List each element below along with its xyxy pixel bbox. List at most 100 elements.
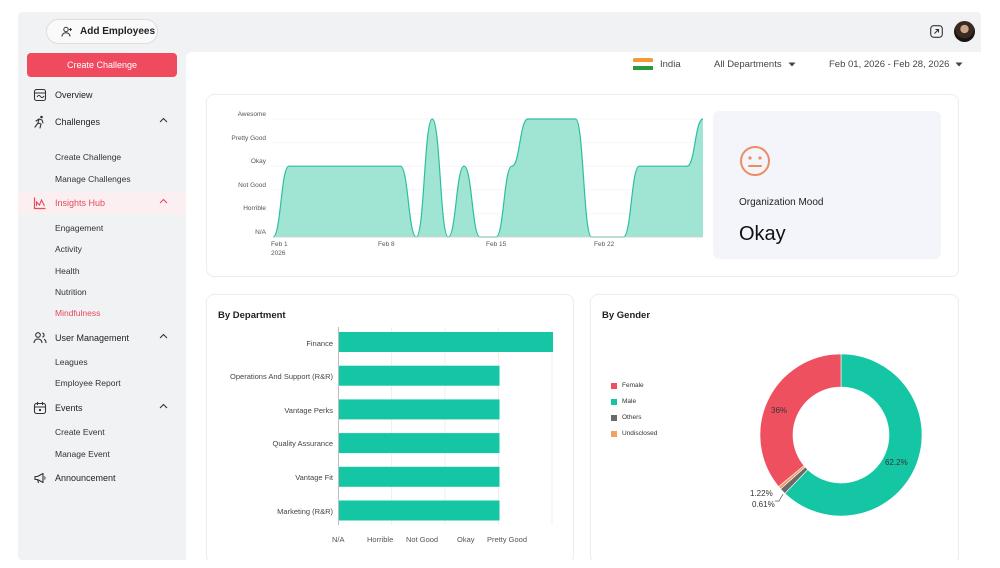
department-row-label: Marketing (R&R) bbox=[277, 507, 333, 516]
department-labels: Finance Operations And Support (R&R) Van… bbox=[207, 295, 333, 555]
sidebar-item-label: Overview bbox=[55, 90, 93, 100]
legend-swatch bbox=[611, 430, 617, 437]
x-tick-label: Feb 8 bbox=[378, 241, 395, 248]
chevron-up-icon[interactable] bbox=[159, 198, 168, 204]
y-tick-label: Pretty Good bbox=[231, 135, 266, 142]
male-percent-label: 62.2% bbox=[885, 458, 908, 467]
sidebar-item-label: Challenges bbox=[55, 117, 101, 127]
users-icon bbox=[33, 332, 47, 344]
chevron-up-icon[interactable] bbox=[159, 117, 168, 123]
app-window: Add Employees Create Challenge Overview … bbox=[18, 12, 981, 560]
department-card: By Department Finance Operations And Sup… bbox=[206, 294, 574, 560]
sidebar-sub-nutrition[interactable]: Nutrition bbox=[55, 287, 87, 297]
sidebar-item-label: Announcement bbox=[55, 473, 116, 483]
x-tick-label: N/A bbox=[332, 535, 345, 544]
sidebar-sub-mindfulness[interactable]: Mindfulness bbox=[55, 308, 101, 318]
x-tick-label: Feb 15 bbox=[486, 241, 507, 248]
gender-donut-chart bbox=[759, 353, 923, 517]
legend-label: Others bbox=[622, 414, 642, 421]
date-range-filter[interactable]: Feb 01, 2026 - Feb 28, 2026 bbox=[829, 56, 963, 72]
chart-icon bbox=[33, 197, 46, 210]
caret-down-icon bbox=[788, 62, 796, 66]
top-bar: Add Employees bbox=[18, 12, 981, 52]
y-tick-label: N/A bbox=[255, 229, 266, 236]
legend-label: Male bbox=[622, 398, 637, 405]
legend-label: Female bbox=[622, 382, 644, 389]
sidebar-item-label: Insights Hub bbox=[55, 198, 106, 208]
sidebar-item-events[interactable]: Events bbox=[18, 397, 186, 419]
organization-mood-panel: Organization Mood Okay bbox=[713, 111, 941, 259]
x-tick-label: Feb 22 bbox=[594, 241, 615, 248]
gender-card: By Gender Female Male Others Undisclosed… bbox=[590, 294, 959, 560]
create-challenge-button[interactable]: Create Challenge bbox=[27, 53, 177, 77]
department-bar bbox=[339, 399, 500, 420]
legend-item-others[interactable]: Others bbox=[611, 414, 642, 421]
sidebar-sub-create-event[interactable]: Create Event bbox=[55, 427, 105, 437]
country-label: India bbox=[660, 58, 681, 70]
legend-item-undisclosed[interactable]: Undisclosed bbox=[611, 430, 657, 437]
chevron-up-icon[interactable] bbox=[159, 403, 168, 409]
department-row-label: Vantage Perks bbox=[284, 406, 333, 415]
gender-title: By Gender bbox=[602, 310, 651, 321]
sidebar-sub-activity[interactable]: Activity bbox=[55, 244, 82, 254]
department-bar bbox=[339, 433, 500, 454]
legend-swatch bbox=[611, 398, 617, 405]
legend-item-male[interactable]: Male bbox=[611, 398, 636, 405]
sidebar-item-label: Events bbox=[55, 403, 83, 413]
donut-slice-male bbox=[784, 353, 923, 517]
external-link-icon[interactable] bbox=[930, 25, 943, 38]
leader-line bbox=[775, 493, 784, 502]
sidebar-sub-manage-event[interactable]: Manage Event bbox=[55, 449, 110, 459]
sidebar-item-challenges[interactable]: Challenges bbox=[18, 111, 186, 133]
neutral-face-icon bbox=[740, 146, 770, 176]
x-tick-label: Feb 1 bbox=[271, 241, 288, 248]
legend-label: Undisclosed bbox=[622, 430, 658, 437]
mood-area-chart bbox=[273, 118, 703, 238]
sidebar-sub-leagues[interactable]: Leagues bbox=[55, 357, 88, 367]
sidebar-item-user-management[interactable]: User Management bbox=[18, 327, 186, 349]
department-bar-chart bbox=[338, 327, 553, 525]
sidebar-item-insights-hub[interactable]: Insights Hub bbox=[18, 192, 186, 214]
department-row-label: Finance bbox=[306, 339, 333, 348]
sidebar-sub-manage-challenges[interactable]: Manage Challenges bbox=[55, 174, 131, 184]
country-filter[interactable]: India bbox=[633, 56, 681, 72]
main-content: India All Departments Feb 01, 2026 - Feb… bbox=[186, 52, 981, 560]
calendar-icon bbox=[33, 402, 47, 415]
donut-slice-female bbox=[759, 353, 842, 488]
megaphone-icon bbox=[34, 472, 46, 484]
overview-icon bbox=[33, 88, 47, 102]
add-employees-label: Add Employees bbox=[80, 26, 156, 37]
legend-swatch bbox=[611, 382, 617, 389]
add-employees-button[interactable]: Add Employees bbox=[46, 19, 158, 44]
sidebar-sub-create-challenge[interactable]: Create Challenge bbox=[55, 152, 122, 162]
female-percent-label: 36% bbox=[771, 406, 788, 415]
undisclosed-percent-label: 0.61% bbox=[752, 500, 775, 509]
sidebar-sub-engagement[interactable]: Engagement bbox=[55, 223, 104, 233]
chevron-up-icon[interactable] bbox=[159, 333, 168, 339]
mood-area bbox=[273, 119, 703, 237]
department-row-label: Quality Assurance bbox=[272, 439, 333, 448]
mood-title: Organization Mood bbox=[739, 197, 824, 208]
india-flag-icon bbox=[633, 57, 653, 71]
department-bar bbox=[339, 466, 500, 487]
others-percent-label: 1.22% bbox=[750, 489, 773, 498]
department-title: By Department bbox=[218, 310, 286, 321]
sidebar-sub-health[interactable]: Health bbox=[55, 266, 80, 276]
legend-item-female[interactable]: Female bbox=[611, 382, 644, 389]
sidebar-item-announcement[interactable]: Announcement bbox=[18, 467, 186, 489]
y-tick-label: Not Good bbox=[238, 182, 266, 189]
y-tick-label: Okay bbox=[250, 158, 266, 165]
sidebar: Create Challenge Overview Challenges Cre… bbox=[18, 52, 186, 560]
sidebar-sub-employee-report[interactable]: Employee Report bbox=[55, 378, 121, 388]
sidebar-item-overview[interactable]: Overview bbox=[18, 84, 186, 106]
user-avatar[interactable] bbox=[954, 21, 975, 42]
mood-value: Okay bbox=[739, 223, 786, 245]
department-row-label: Operations And Support (R&R) bbox=[230, 372, 333, 381]
department-bar bbox=[339, 365, 500, 386]
y-tick-label: Awesome bbox=[237, 111, 266, 118]
y-tick-label: Horrible bbox=[243, 205, 266, 212]
department-row-label: Vantage Fit bbox=[295, 473, 333, 482]
department-filter[interactable]: All Departments bbox=[714, 56, 796, 72]
x-tick-label: Not Good bbox=[406, 535, 439, 544]
date-range-label: Feb 01, 2026 - Feb 28, 2026 bbox=[829, 58, 950, 70]
